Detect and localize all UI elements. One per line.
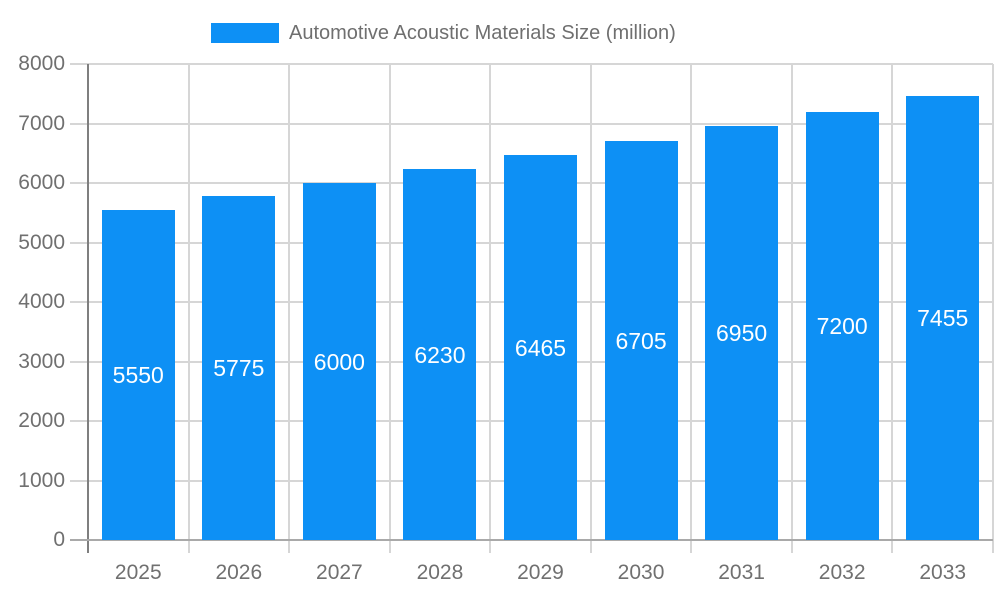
bar-value-label: 5775 — [213, 355, 265, 382]
y-axis-tick — [70, 420, 88, 422]
x-axis-category-label: 2025 — [114, 561, 162, 584]
x-axis-tick — [388, 540, 391, 553]
bar-value-label: 6230 — [414, 341, 466, 368]
h-gridline — [88, 63, 993, 65]
x-axis-category-label: 2033 — [919, 561, 967, 584]
y-axis-tick-label: 3000 — [18, 349, 65, 373]
bar-value-label: 6705 — [615, 327, 667, 354]
y-axis-tick — [70, 479, 88, 482]
x-axis-tick — [489, 540, 492, 553]
bar[interactable] — [101, 209, 175, 540]
y-axis-tick-label: 2000 — [18, 409, 65, 432]
v-gridline — [690, 64, 693, 540]
bar-value-label: 7455 — [917, 305, 969, 332]
bar[interactable] — [604, 141, 678, 540]
y-axis-tick-label: 7000 — [18, 111, 65, 135]
y-axis-tick — [70, 182, 88, 184]
x-axis-category-label: 2030 — [617, 561, 665, 584]
y-axis-tick — [70, 360, 88, 363]
v-gridline — [388, 64, 391, 540]
bar[interactable] — [302, 183, 376, 540]
bar[interactable] — [705, 126, 779, 540]
x-axis-category-label: 2031 — [718, 561, 765, 584]
x-axis-category-label: 2032 — [818, 561, 866, 584]
bar-value-label: 5550 — [112, 361, 164, 388]
v-gridline — [288, 64, 291, 540]
y-axis-tick — [70, 122, 88, 125]
y-axis-tick-label: 0 — [53, 528, 65, 551]
y-axis-tick — [70, 63, 88, 65]
bar-value-label: 6950 — [716, 320, 768, 347]
bar[interactable] — [403, 169, 477, 540]
x-axis-tick — [992, 540, 994, 553]
y-axis-tick — [70, 301, 88, 303]
x-axis-baseline — [70, 539, 993, 541]
x-axis-tick — [288, 540, 291, 553]
v-gridline — [992, 64, 994, 540]
v-gridline — [891, 64, 894, 540]
v-gridline — [187, 64, 190, 540]
h-gridline — [88, 122, 993, 125]
y-axis-tick-label: 8000 — [18, 52, 65, 75]
bar[interactable] — [906, 96, 980, 540]
bar[interactable] — [202, 196, 276, 540]
bar[interactable] — [504, 155, 577, 540]
y-axis-tick — [70, 241, 88, 244]
x-axis-tick — [891, 540, 894, 553]
legend-label[interactable]: Automotive Acoustic Materials Size (mill… — [289, 22, 676, 44]
bar-value-label: 6000 — [313, 348, 365, 375]
y-axis-tick-label: 1000 — [18, 468, 65, 492]
x-axis-category-label: 2029 — [517, 561, 564, 584]
y-axis-line — [87, 64, 89, 553]
x-axis-category-label: 2026 — [215, 561, 263, 584]
x-axis-tick — [790, 540, 793, 553]
bar[interactable] — [805, 111, 879, 540]
legend-swatch[interactable] — [211, 23, 279, 43]
v-gridline — [790, 64, 793, 540]
v-gridline — [489, 64, 492, 540]
x-axis-tick — [187, 540, 190, 553]
bar-value-label: 6465 — [514, 334, 567, 361]
x-axis-category-label: 2028 — [416, 561, 464, 584]
y-axis-tick-label: 4000 — [18, 290, 65, 313]
y-axis-tick-label: 5000 — [18, 230, 65, 254]
y-axis-tick-label: 6000 — [18, 171, 65, 194]
x-axis-tick — [589, 540, 592, 553]
v-gridline — [589, 64, 592, 540]
x-axis-category-label: 2027 — [316, 561, 363, 584]
bar-value-label: 7200 — [816, 312, 868, 339]
x-axis-tick — [690, 540, 693, 553]
